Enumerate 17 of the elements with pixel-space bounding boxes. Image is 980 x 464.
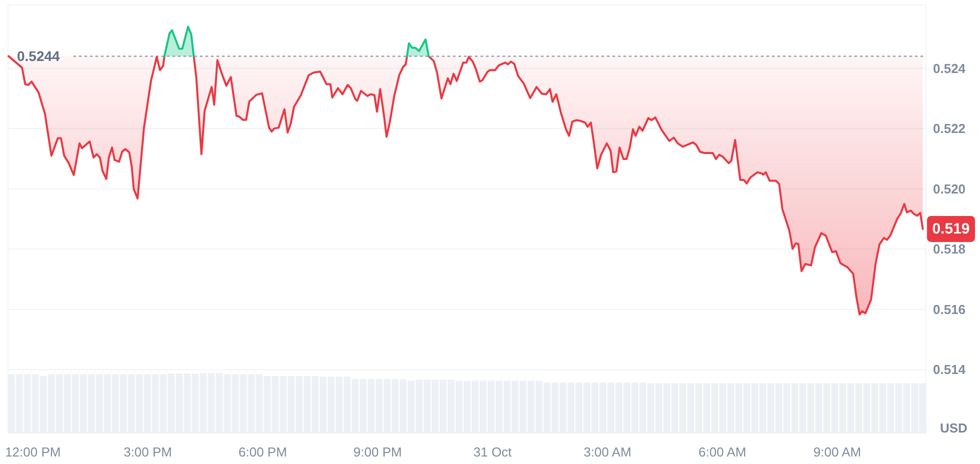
y-tick-label: 0.520 bbox=[933, 181, 966, 196]
x-tick-label: 9:00 AM bbox=[813, 444, 862, 460]
y-axis-title: USD bbox=[940, 420, 968, 436]
x-tick-label: 31 Oct bbox=[473, 444, 512, 460]
x-tick-label: 6:00 AM bbox=[698, 444, 746, 460]
y-tick-label: 0.518 bbox=[933, 242, 966, 257]
ref-line-label: 0.5244 bbox=[17, 48, 60, 64]
y-tick-label: 0.522 bbox=[933, 121, 966, 136]
y-tick-label: 0.516 bbox=[933, 302, 966, 317]
text: 0.519 bbox=[932, 220, 970, 238]
x-tick-label: 9:00 PM bbox=[353, 444, 402, 460]
x-tick-label: 12:00 PM bbox=[5, 444, 61, 460]
y-tick-label: 0.514 bbox=[933, 362, 966, 378]
x-tick-label: 3:00 PM bbox=[124, 444, 172, 460]
x-tick-label: 6:00 PM bbox=[238, 444, 287, 460]
x-tick-label: 3:00 AM bbox=[584, 444, 632, 460]
y-tick-label: 0.524 bbox=[933, 60, 966, 76]
